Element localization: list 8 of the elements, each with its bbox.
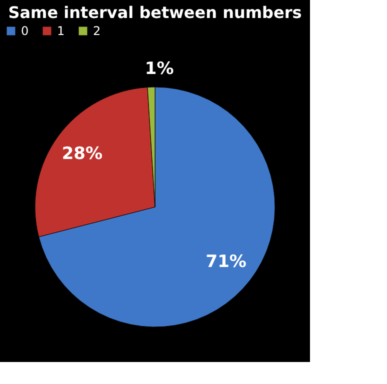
data-label: 1%: [144, 59, 174, 80]
data-label: 71%: [206, 252, 246, 272]
legend-label: 0: [21, 24, 29, 38]
chart-title: Same interval between numbers: [8, 3, 302, 22]
legend-label: 2: [93, 24, 101, 38]
pie-slice: [38, 86, 276, 328]
legend-label: 1: [57, 24, 65, 38]
data-label: 28%: [62, 144, 103, 164]
